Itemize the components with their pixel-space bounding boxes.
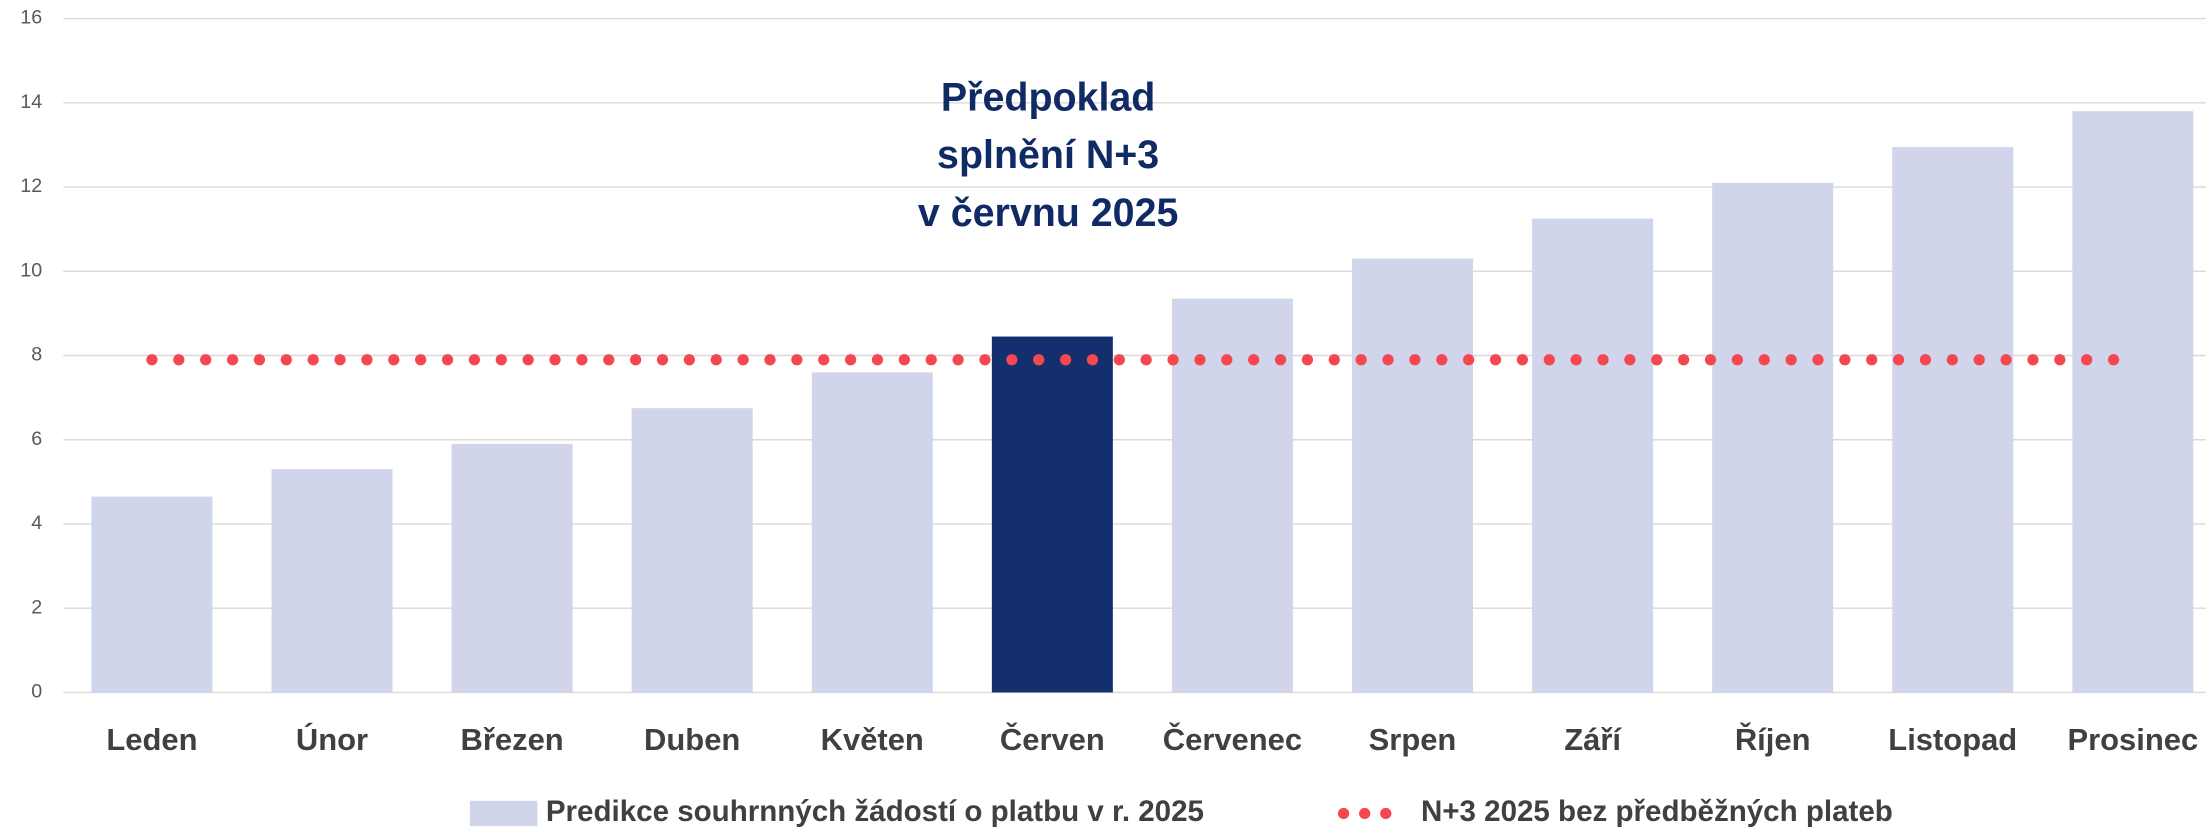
annotation: Předpoklad — [941, 76, 1155, 120]
x-tick-label: Březen — [461, 722, 564, 757]
x-tick-label: Květen — [821, 722, 924, 757]
bar — [1712, 182, 1834, 693]
y-tick-label: 0 — [31, 681, 42, 703]
annotation: v červnu 2025 — [918, 191, 1179, 235]
legend-swatch — [1380, 807, 1392, 820]
bar — [1892, 147, 2014, 693]
legend-swatch — [469, 800, 538, 827]
bar — [631, 408, 753, 693]
legend-swatch — [1359, 807, 1371, 820]
annotation: splnění N+3 — [937, 133, 1159, 177]
bar — [451, 443, 573, 693]
legend-label: Predikce souhrnných žádostí o platbu v r… — [546, 795, 1204, 828]
legend-label: N+3 2025 bez předběžných plateb — [1421, 795, 1893, 828]
x-tick-label: Červenec — [1163, 721, 1302, 757]
bar — [2072, 111, 2194, 693]
x-tick-label: Září — [1564, 722, 1622, 757]
x-tick-label: Únor — [296, 721, 368, 757]
legend-swatch — [1337, 807, 1350, 820]
y-tick-label: 2 — [31, 596, 42, 618]
x-tick-label: Prosinec — [2067, 722, 2198, 757]
bar — [91, 496, 213, 693]
y-tick-label: 12 — [20, 175, 42, 197]
bar — [1352, 258, 1474, 693]
x-tick-label: Duben — [644, 722, 740, 757]
x-tick-label: Říjen — [1735, 721, 1811, 757]
x-tick-label: Srpen — [1369, 722, 1457, 757]
bar — [1532, 218, 1654, 693]
bar — [271, 469, 393, 693]
y-tick-label: 8 — [31, 344, 42, 366]
y-tick-label: 6 — [31, 428, 42, 450]
y-tick-label: 16 — [20, 7, 42, 29]
x-tick-label: Listopad — [1888, 722, 2017, 757]
bar — [1171, 298, 1293, 693]
y-tick-label: 4 — [31, 512, 42, 534]
y-tick-label: 10 — [20, 259, 42, 281]
bar — [991, 336, 1113, 693]
bar — [811, 372, 933, 693]
x-tick-label: Červen — [1000, 721, 1105, 757]
y-tick-label: 14 — [20, 91, 42, 113]
x-tick-label: Leden — [106, 722, 197, 757]
